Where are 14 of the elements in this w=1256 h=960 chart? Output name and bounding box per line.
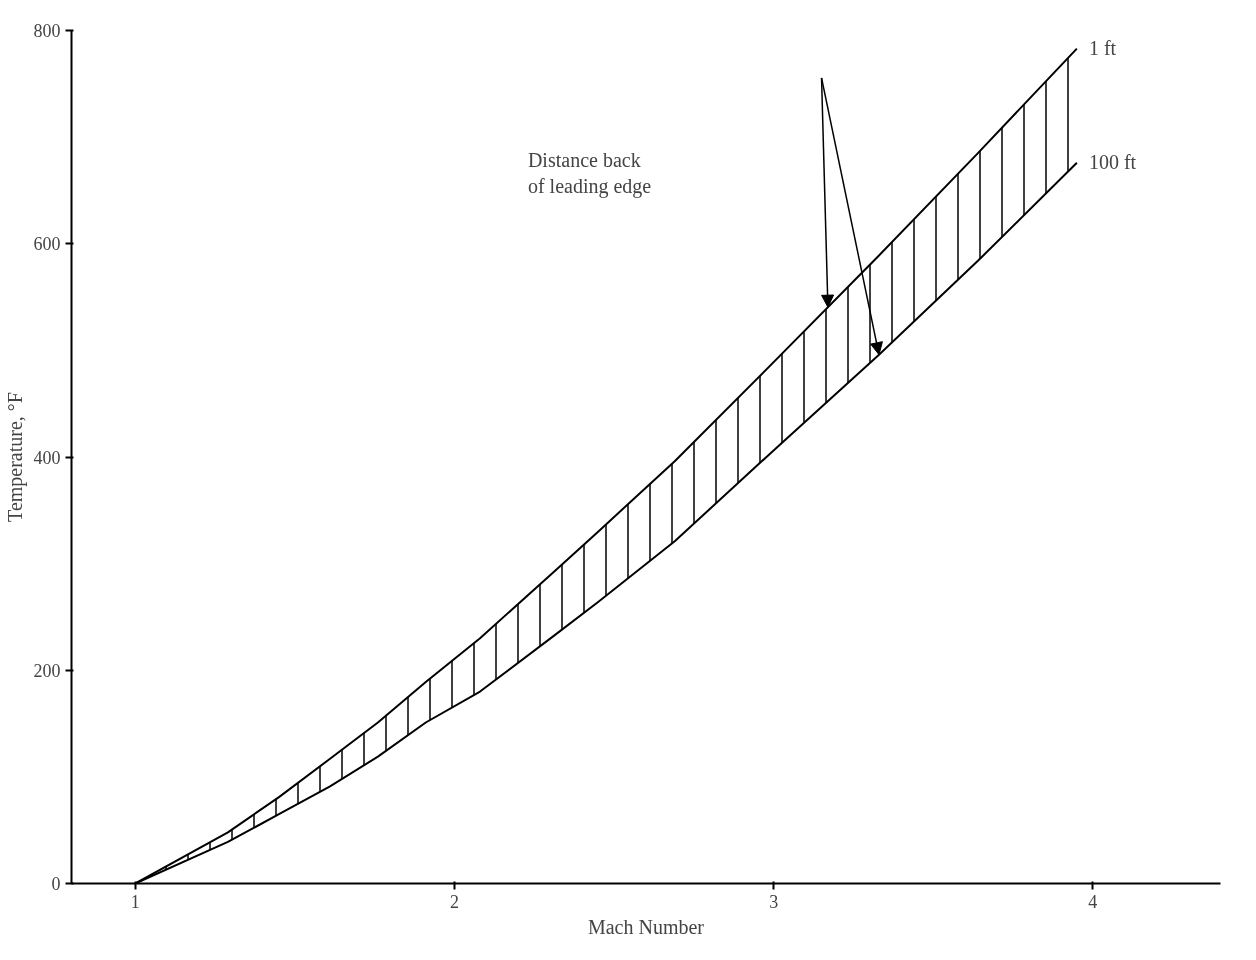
series-label: 100 ft [1088,150,1137,173]
x-tick-label: 4 [1088,891,1098,912]
y-tick-label: 200 [33,660,61,681]
x-tick-label: 3 [769,891,779,912]
y-tick-label: 400 [33,447,61,468]
x-axis-title: Mach Number [587,915,705,938]
y-tick-label: 600 [33,234,61,255]
x-tick-label: 2 [450,891,459,912]
y-tick-label: 800 [33,21,61,41]
y-axis-title: Temperature, °F [3,392,27,522]
y-tick-label: 0 [51,874,61,894]
series-label: 1 ft [1088,36,1117,59]
x-tick-label: 1 [130,891,140,912]
annotation: Distance back of leading edge [527,148,652,199]
